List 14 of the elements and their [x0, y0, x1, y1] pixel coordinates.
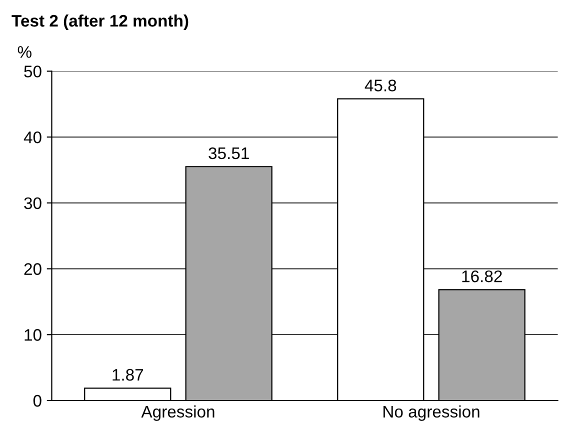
y-axis-title: % — [18, 46, 32, 58]
data-label: 16.82 — [462, 270, 502, 282]
data-label: 45.8 — [364, 80, 396, 92]
data-label: 35.51 — [208, 147, 249, 160]
y-tick-label: 50 — [24, 66, 42, 78]
y-tick-label: 30 — [24, 197, 42, 210]
y-tick-label: 0 — [33, 394, 42, 407]
y-tick-label: 10 — [24, 329, 42, 341]
x-tick-label: Agression — [141, 405, 214, 421]
x-tick-label: No agression — [384, 405, 480, 421]
data-label: 1.87 — [112, 368, 144, 381]
y-tick-label: 20 — [24, 263, 42, 275]
y-tick-label: 40 — [24, 131, 42, 144]
chart-title: Test 2 (after 12 month) — [12, 14, 188, 30]
